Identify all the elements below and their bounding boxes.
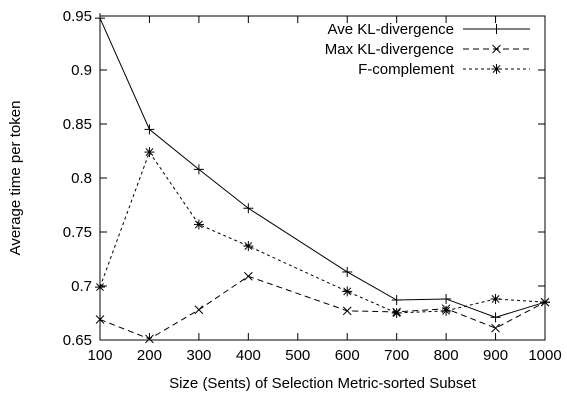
- data-point: [243, 271, 253, 281]
- data-point: [491, 323, 500, 333]
- data-point: [144, 147, 155, 158]
- data-point: [490, 293, 501, 304]
- series-3: [95, 147, 550, 318]
- series-2: [95, 271, 550, 344]
- ticks-layer: 100 200 300 400 500 600 700 800 900 1000 0.65 0.7 0.…: [63, 8, 562, 364]
- legend-item: Max KL-divergence: [325, 41, 530, 58]
- y-tick-label: 0.8: [71, 170, 92, 187]
- series-line: [99, 17, 546, 318]
- plot-frame: [99, 15, 546, 341]
- data-point: [491, 323, 500, 333]
- data-point: [194, 220, 203, 229]
- data-point: [145, 334, 154, 344]
- y-tick-label: 0.85: [63, 116, 92, 133]
- data-point: [342, 306, 352, 316]
- data-point: [194, 305, 204, 315]
- data-point: [145, 334, 154, 344]
- legend-marker: [491, 24, 502, 34]
- x-tick-label: 300: [186, 347, 211, 364]
- y-tick-label: 0.9: [71, 62, 92, 79]
- legend-item: F-complement: [358, 61, 530, 78]
- series-line: [99, 150, 546, 314]
- data-point: [441, 305, 452, 316]
- y-axis-label: Average time per token: [7, 101, 24, 256]
- data-point: [392, 309, 401, 317]
- x-tick-label: 500: [285, 347, 310, 364]
- x-axis-label: Size (Sents) of Selection Metric-sorted …: [169, 375, 477, 392]
- x-tick-label: 100: [87, 347, 112, 364]
- data-point: [490, 312, 501, 323]
- legend-label: F-complement: [358, 61, 455, 78]
- y-tick-label: 0.75: [63, 224, 92, 241]
- data-point: [243, 203, 254, 214]
- data-point: [342, 266, 353, 277]
- x-tick-label: 600: [335, 347, 360, 364]
- data-point: [442, 306, 451, 315]
- series-layer: [95, 13, 550, 344]
- x-tick-label: 900: [483, 347, 508, 364]
- data-point: [243, 241, 254, 252]
- series-1: [95, 13, 550, 323]
- data-point: [391, 308, 402, 318]
- data-point: [243, 271, 253, 281]
- series-line: [99, 275, 546, 340]
- x-tick-label: 700: [384, 347, 409, 364]
- x-tick-label: 200: [137, 347, 162, 364]
- y-tick-label: 0.65: [63, 332, 92, 349]
- y-tick-label: 0.95: [63, 8, 92, 25]
- data-point: [342, 286, 353, 297]
- legend-marker: [492, 44, 501, 54]
- x-tick-label: 1000: [528, 347, 561, 364]
- legend-marker: [491, 64, 502, 74]
- legend: Ave KL-divergence Max KL-divergence F-comp…: [325, 21, 530, 78]
- data-point: [194, 305, 204, 315]
- data-point: [391, 295, 402, 306]
- legend-marker: [492, 65, 501, 73]
- data-point: [244, 242, 253, 250]
- legend-item: Ave KL-divergence: [328, 21, 530, 38]
- data-point: [193, 164, 204, 175]
- data-point: [193, 219, 204, 230]
- data-point: [342, 306, 352, 316]
- data-point: [491, 295, 500, 303]
- x-tick-label: 400: [236, 347, 261, 364]
- legend-marker: [492, 44, 501, 54]
- data-point: [145, 148, 154, 157]
- data-point: [144, 124, 155, 135]
- legend-label: Max KL-divergence: [325, 41, 454, 58]
- data-point: [441, 293, 452, 304]
- data-point: [343, 287, 352, 296]
- y-tick-label: 0.7: [71, 278, 92, 295]
- legend-label: Ave KL-divergence: [328, 21, 454, 38]
- x-tick-label: 800: [434, 347, 459, 364]
